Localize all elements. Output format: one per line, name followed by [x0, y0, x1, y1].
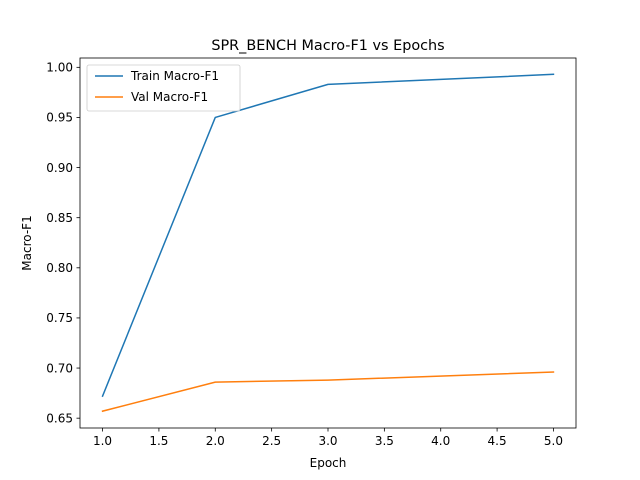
x-tick-label: 4.5 — [488, 434, 507, 448]
y-axis-label: Macro-F1 — [20, 215, 34, 270]
y-tick-label: 0.75 — [46, 311, 73, 325]
x-tick-label: 3.5 — [375, 434, 394, 448]
chart-title: SPR_BENCH Macro-F1 vs Epochs — [211, 38, 444, 54]
plot-frame — [79, 57, 577, 429]
x-tick-label: 1.5 — [149, 434, 168, 448]
legend-label-train: Train Macro-F1 — [130, 69, 219, 83]
y-tick-label: 0.85 — [46, 211, 73, 225]
y-tick-label: 0.70 — [46, 361, 73, 375]
x-tick-label: 2.5 — [262, 434, 281, 448]
legend-label-val: Val Macro-F1 — [131, 90, 208, 104]
x-tick-label: 2.0 — [206, 434, 225, 448]
y-tick-label: 0.65 — [46, 411, 73, 425]
y-tick-label: 1.00 — [46, 61, 73, 75]
x-tick-label: 1.0 — [93, 434, 112, 448]
plot-area — [101, 73, 555, 413]
x-axis-label: Epoch — [310, 456, 347, 470]
x-tick-label: 4.0 — [431, 434, 450, 448]
legend-box — [86, 64, 241, 112]
x-tick-label: 5.0 — [544, 434, 563, 448]
y-tick-label: 0.90 — [46, 161, 73, 175]
series-line-1 — [101, 371, 555, 413]
axis-ticks: 1.0 1.5 2.0 2.5 3.0 3.5 4.0 4.5 5.0 0.65 0.70 0.75 0… — [46, 61, 563, 448]
series-line-0 — [101, 73, 555, 398]
x-tick-label: 3.0 — [318, 434, 337, 448]
legend: Train Macro-F1 Val Macro-F1 — [86, 64, 241, 112]
y-tick-label: 0.95 — [46, 111, 73, 125]
y-tick-label: 0.80 — [46, 261, 73, 275]
